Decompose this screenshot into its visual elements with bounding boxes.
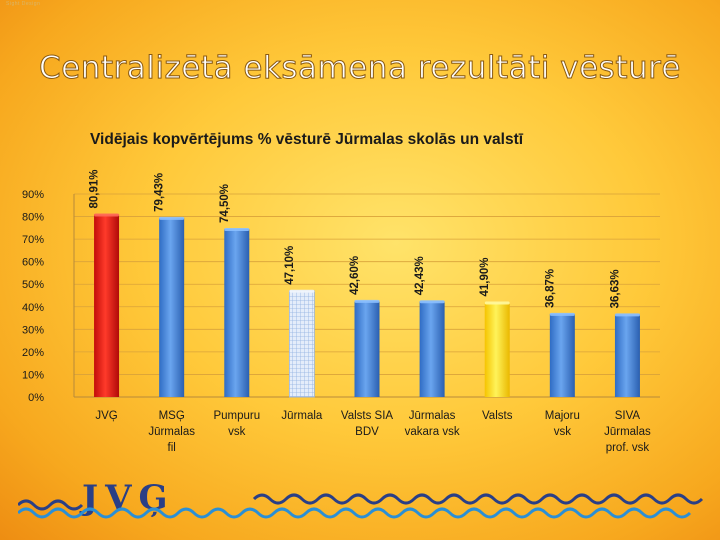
x-tick-label-4: Valsts SIA BDV — [341, 410, 394, 438]
bar-cap-5 — [419, 300, 445, 304]
wave-decoration-icon — [18, 493, 704, 519]
data-label-3: 47,10% — [284, 246, 296, 285]
bar-cap-3 — [289, 289, 315, 293]
x-tick-label-6: Valsts — [482, 410, 513, 422]
bar-cap-6 — [484, 301, 510, 305]
data-label-6: 41,90% — [479, 257, 491, 296]
x-tick-label-7: Majoru vsk — [545, 410, 580, 438]
x-tick-label-1: MSĢ Jūrmalas fil — [148, 410, 195, 454]
y-tick-label: 30% — [22, 324, 44, 336]
x-tick-label-2: Pumpuru vsk — [213, 410, 260, 438]
y-tick-label: 20% — [22, 347, 44, 359]
y-tick-label: 50% — [22, 279, 44, 291]
bar-3 — [288, 290, 315, 398]
data-label-4: 42,60% — [349, 256, 361, 295]
bar-8 — [614, 314, 640, 397]
bar-2 — [224, 228, 250, 397]
y-tick-label: 0% — [28, 392, 44, 404]
bar-1 — [159, 217, 185, 397]
bar-6 — [484, 302, 510, 397]
data-label-5: 42,43% — [414, 256, 426, 295]
y-tick-label: 40% — [22, 302, 44, 314]
y-tick-label: 60% — [22, 257, 44, 269]
data-label-0: 80,91% — [89, 169, 101, 208]
chart-title: Vidējais kopvērtējums % vēsturē Jūrmalas… — [90, 131, 524, 148]
y-tick-label: 90% — [22, 189, 44, 201]
label-layer: 0% 10% 20% 30% 40% 50% 60% 70% 80% 90% 80,91% JVĢ 79… — [22, 169, 651, 454]
x-tick-label-8: SIVA Jūrmalas prof. vsk — [604, 410, 651, 454]
data-label-1: 79,43% — [154, 173, 166, 212]
bar-7 — [549, 313, 575, 397]
x-tick-label-5: Jūrmalas vakara vsk — [405, 410, 460, 438]
x-tick-label-3: Jūrmala — [281, 410, 323, 422]
slide-title: Centralizētā eksāmena rezultāti vēsturē — [39, 50, 681, 87]
y-tick-label: 70% — [22, 234, 44, 246]
data-label-7: 36,87% — [544, 269, 556, 308]
bar-layer — [94, 213, 640, 398]
data-label-8: 36,63% — [609, 269, 621, 308]
bar-0 — [94, 214, 120, 397]
design-credit: Sight Design — [6, 1, 41, 7]
bar-4 — [354, 300, 380, 397]
bar-cap-2 — [224, 227, 250, 231]
bar-cap-7 — [549, 312, 575, 316]
bar-cap-0 — [94, 213, 120, 217]
data-label-2: 74,50% — [219, 184, 231, 223]
y-tick-label: 80% — [22, 212, 44, 224]
bar-5 — [419, 301, 445, 397]
y-tick-label: 10% — [22, 369, 44, 381]
x-tick-label-0: JVĢ — [95, 410, 117, 422]
bar-cap-4 — [354, 299, 380, 303]
bar-cap-8 — [614, 313, 640, 317]
bar-cap-1 — [159, 216, 185, 220]
